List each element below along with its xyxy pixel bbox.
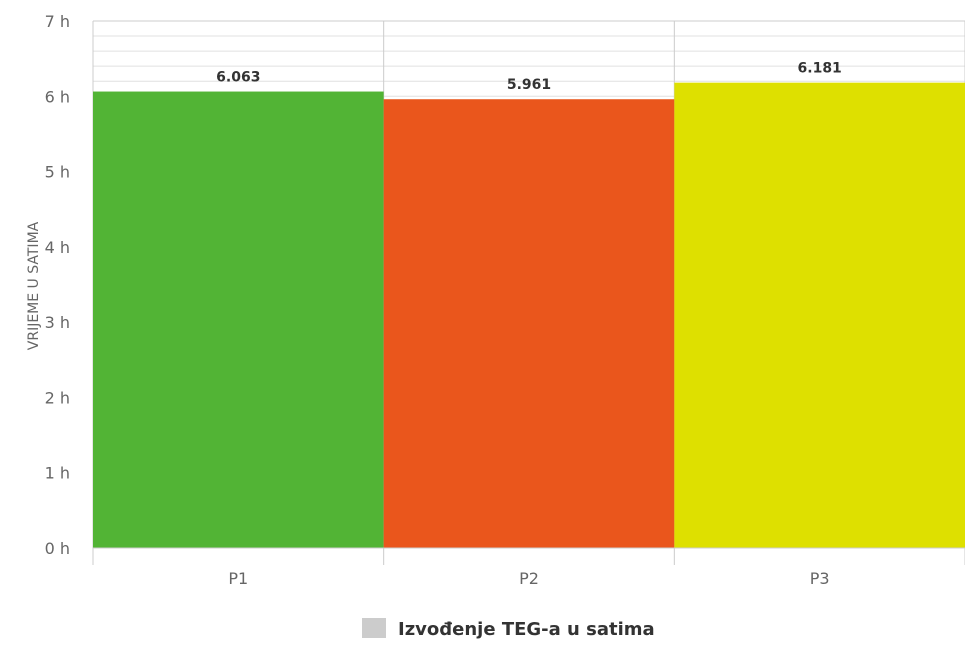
legend: Izvođenje TEG-a u satima [362,618,655,640]
y-tick-label: 1 h [45,464,70,483]
x-tick-label: P2 [519,569,539,588]
bars-layer [93,82,965,548]
legend-label: Izvođenje TEG-a u satima [398,619,655,640]
data-label-p1: 6.063 [216,70,260,86]
bar-p2 [383,99,675,548]
bar-p1 [93,91,384,548]
y-tick-label: 7 h [45,12,70,31]
data-label-p2: 5.961 [507,77,551,93]
x-tick-label: P1 [228,569,248,588]
legend-swatch [362,618,386,638]
bar-p3 [674,82,965,548]
y-tick-label: 6 h [45,87,70,106]
y-tick-label: 5 h [45,163,70,182]
y-axis-label: VRIJEME U SATIMA [26,221,42,350]
data-label-p3: 6.181 [798,61,842,77]
y-tick-label: 4 h [45,238,70,257]
y-tick-label: 2 h [45,388,70,407]
x-tick-label: P3 [810,569,830,588]
labels-layer: 6.063 5.961 6.181 [216,61,842,94]
y-tick-label: 3 h [45,313,70,332]
axis-layer: 0 h 1 h 2 h 3 h 4 h 5 h 6 h 7 h P1 P2 P3 [45,12,965,588]
y-tick-label: 0 h [45,539,70,558]
